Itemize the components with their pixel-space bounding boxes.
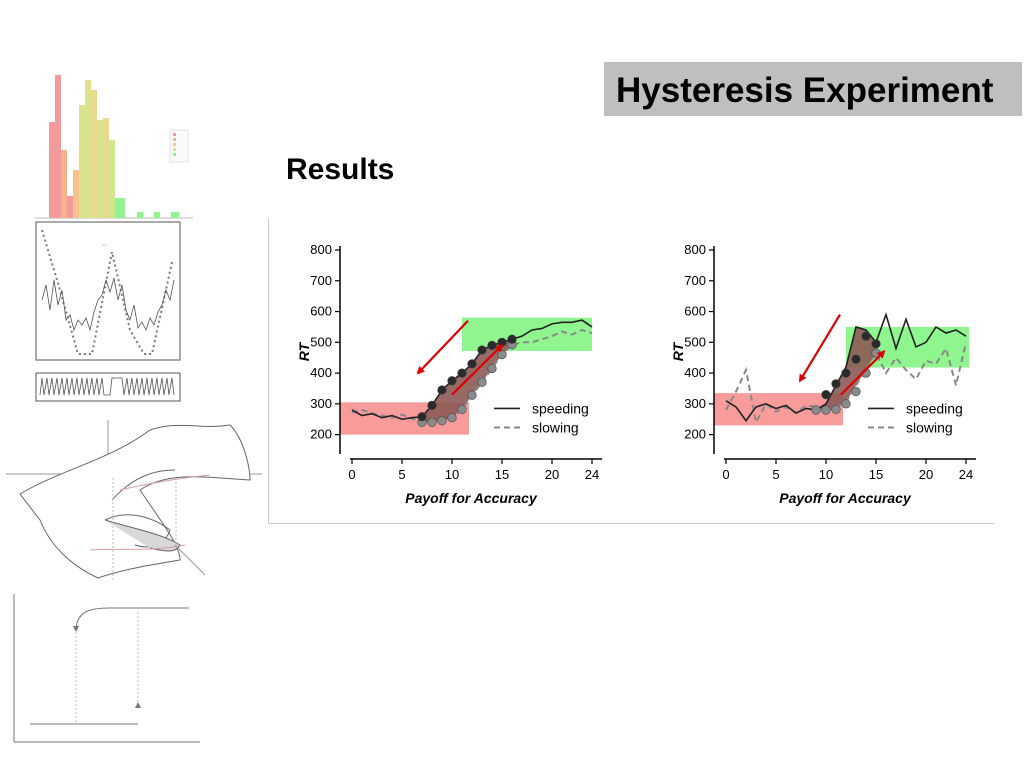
y-tick-label: 400 (310, 365, 332, 380)
y-axis-label: RT (296, 341, 312, 361)
data-point-speeding (487, 340, 497, 350)
data-point-slowing (427, 417, 437, 427)
data-point-slowing (487, 363, 497, 374)
results-panel (268, 218, 994, 524)
y-axis-label: RT (670, 341, 686, 361)
data-point-slowing (497, 350, 507, 360)
data-point-speeding (457, 368, 467, 378)
x-tick-label: 10 (819, 467, 833, 482)
y-tick-label: 800 (310, 242, 332, 257)
sidebar-illustrations: RT (6, 75, 262, 743)
slide-title: Hysteresis Experiment (616, 71, 994, 110)
y-tick-label: 400 (684, 365, 706, 380)
sidebar-hysteresis-diagram (13, 594, 200, 743)
y-tick-label: 300 (310, 396, 332, 411)
sidebar-binary-trace (35, 372, 181, 402)
y-tick-label: 500 (310, 334, 332, 349)
x-tick-label: 5 (398, 467, 405, 482)
arrow-speeding (416, 320, 469, 375)
data-point-slowing (851, 386, 861, 397)
data-point-speeding (477, 345, 487, 355)
x-axis-label: Payoff for Accuracy (405, 490, 538, 506)
data-point-speeding (507, 334, 517, 344)
x-tick-label: 0 (722, 467, 729, 482)
region-green (462, 317, 592, 351)
x-tick-label: 20 (545, 467, 559, 482)
legend-label-speeding: speeding (532, 400, 589, 416)
y-tick-label: 700 (310, 273, 332, 288)
data-point-slowing (821, 405, 831, 415)
hysteresis-plot-left: 200 300 400 500 600 700 800 0 5 10 15 20 24 Payoff fo… (296, 242, 602, 506)
x-axis-label: Payoff for Accuracy (779, 490, 912, 506)
data-point-slowing (831, 404, 841, 414)
data-point-speeding (871, 339, 881, 349)
y-tick-label: 500 (684, 334, 706, 349)
data-point-speeding (427, 400, 437, 410)
data-point-speeding (467, 359, 477, 369)
data-point-speeding (831, 379, 841, 389)
x-tick-label: 5 (772, 467, 779, 482)
y-tick-label: 200 (310, 427, 332, 442)
sidebar-histogram (35, 75, 193, 219)
legend-label-slowing: slowing (532, 419, 579, 435)
data-point-speeding (841, 368, 851, 378)
data-point-slowing (841, 399, 851, 409)
section-subtitle: Results (286, 153, 395, 186)
data-point-speeding (821, 390, 831, 400)
series-line-speeding (725, 312, 967, 423)
data-point-slowing (447, 413, 457, 423)
data-point-speeding (417, 412, 427, 422)
y-tick-label: 300 (684, 396, 706, 411)
x-tick-label: 10 (445, 467, 459, 482)
data-point-slowing (467, 390, 477, 400)
arrow-slowing (840, 350, 886, 396)
data-point-speeding (861, 331, 871, 341)
sidebar-cusp-surface (6, 420, 262, 580)
data-point-speeding (447, 376, 457, 386)
legend-label-slowing: slowing (906, 419, 953, 435)
x-tick-label: 15 (495, 467, 509, 482)
x-tick-label: 20 (919, 467, 933, 482)
data-point-slowing (457, 404, 467, 414)
data-point-speeding (851, 354, 861, 364)
y-tick-label: 600 (684, 304, 706, 319)
arrow-speeding (798, 314, 841, 383)
svg-text:RT: RT (102, 243, 108, 248)
y-tick-label: 800 (684, 242, 706, 257)
data-point-slowing (477, 377, 487, 387)
sidebar-rt-trace: RT (35, 221, 181, 361)
legend-label-speeding: speeding (906, 400, 963, 416)
x-tick-label: 24 (585, 467, 599, 482)
data-point-speeding (497, 337, 507, 347)
x-tick-label: 0 (348, 467, 355, 482)
y-tick-label: 600 (310, 304, 332, 319)
y-tick-label: 200 (684, 427, 706, 442)
data-point-slowing (811, 405, 821, 415)
x-tick-label: 15 (869, 467, 883, 482)
title-banner: Hysteresis Experiment (604, 62, 1022, 116)
x-tick-label: 24 (959, 467, 973, 482)
y-tick-label: 700 (684, 273, 706, 288)
data-point-slowing (437, 416, 447, 426)
arrow-slowing (451, 343, 504, 396)
data-point-speeding (437, 385, 447, 395)
hysteresis-plot-right: 200 300 400 500 600 700 800 0 5 10 15 20 24 Payoff fo… (670, 242, 976, 506)
